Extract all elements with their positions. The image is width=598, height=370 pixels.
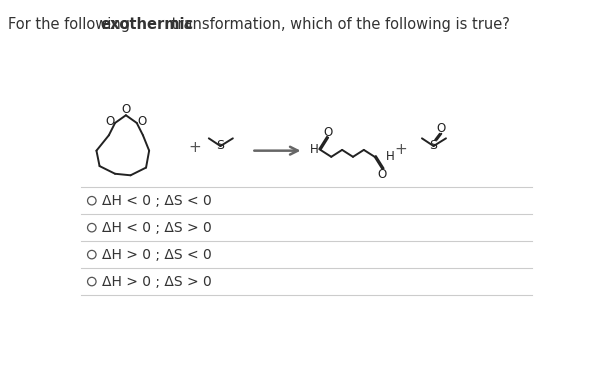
Text: ΔH < 0 ; ΔS > 0: ΔH < 0 ; ΔS > 0 — [102, 221, 212, 235]
Text: For the following: For the following — [8, 17, 135, 32]
Text: ΔH > 0 ; ΔS > 0: ΔH > 0 ; ΔS > 0 — [102, 275, 212, 289]
Text: O: O — [105, 115, 114, 128]
Text: +: + — [394, 142, 407, 157]
Text: +: + — [188, 140, 202, 155]
Text: H: H — [310, 144, 319, 157]
Text: S: S — [216, 139, 224, 152]
Text: ΔH > 0 ; ΔS < 0: ΔH > 0 ; ΔS < 0 — [102, 248, 212, 262]
Text: O: O — [121, 102, 130, 115]
Text: ΔH < 0 ; ΔS < 0: ΔH < 0 ; ΔS < 0 — [102, 194, 212, 208]
Text: H: H — [386, 149, 394, 162]
Text: O: O — [138, 115, 147, 128]
Text: O: O — [324, 126, 333, 139]
Text: O: O — [378, 168, 387, 181]
Text: exothermic: exothermic — [100, 17, 194, 32]
Text: O: O — [436, 122, 445, 135]
Text: S: S — [429, 139, 438, 152]
Text: transformation, which of the following is true?: transformation, which of the following i… — [167, 17, 510, 32]
